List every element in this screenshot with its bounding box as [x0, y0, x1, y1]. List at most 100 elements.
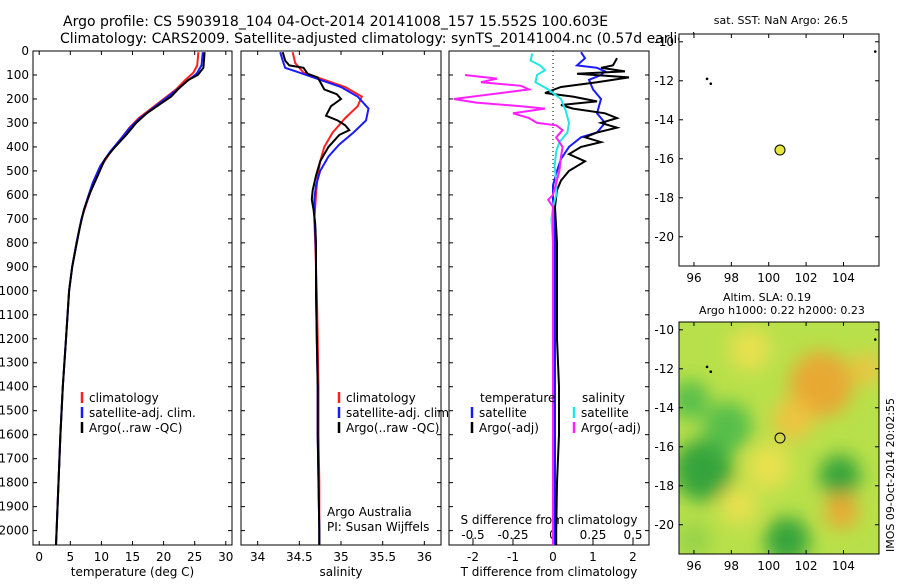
x-axis-label: salinity: [319, 565, 362, 579]
series-line-argo: [281, 51, 351, 545]
y-tick-label: -16: [654, 440, 674, 454]
x-tick-label: 30: [218, 550, 233, 564]
x-tick-label: 35: [333, 550, 348, 564]
x-tick-label: 102: [795, 559, 818, 573]
y-tick-label: -18: [654, 479, 674, 493]
x2-tick-label: -0.5: [461, 528, 484, 542]
legend-label: Argo(-adj): [479, 421, 539, 435]
series-line-argo: [55, 52, 206, 546]
series-line-sal_argo: [453, 74, 565, 545]
y-tick-label: 700: [6, 212, 29, 226]
island-dot: [705, 365, 709, 369]
plot-frame: [448, 50, 650, 546]
heatmap-cell: [819, 454, 861, 498]
heatmap-field: [679, 322, 879, 554]
legend-label: satellite: [479, 406, 527, 420]
legend-label: Argo(..raw -QC): [89, 421, 182, 435]
heatmap-cell: [679, 522, 711, 554]
side-label: IMOS 09-Oct-2014 20:02:55: [884, 398, 897, 552]
series-line-argo: [544, 57, 630, 545]
y-tick-label: 1700: [0, 452, 29, 466]
legend-label: satellite-adj. clim.: [346, 406, 453, 420]
annotation-institution: Argo Australia: [327, 505, 412, 519]
y-tick-label: 2000: [0, 524, 29, 538]
map-title: sat. SST: NaN Argo: 26.5: [714, 14, 848, 27]
x-tick-label: 0: [35, 550, 43, 564]
x2-tick-label: 0.25: [580, 528, 607, 542]
y-tick-label: -10: [654, 323, 674, 337]
x-tick-label: 35.5: [369, 550, 396, 564]
y-tick-label: -12: [654, 74, 674, 88]
x2-axis-label: S difference from climatology: [461, 513, 638, 527]
plot-frame: [32, 50, 233, 546]
x-tick-label: 5: [66, 550, 74, 564]
legend-title-salinity: salinity: [582, 391, 625, 405]
x-tick-label: 10: [94, 550, 109, 564]
y-tick-label: 300: [6, 116, 29, 130]
y-tick-label: 400: [6, 140, 29, 154]
plot-frame: [240, 50, 442, 546]
x-tick-label: -1: [507, 550, 519, 564]
sla-map: 96 98 100 102 104 -10 -12 -14 -16 -18 -20 Altim. SL…: [654, 291, 880, 573]
x-tick-label: 98: [724, 559, 739, 573]
x-tick-label: 2: [629, 550, 637, 564]
x-tick-label: 25: [187, 550, 202, 564]
y-tick-label: 1800: [0, 476, 29, 490]
argo-position-marker: [774, 144, 786, 156]
x-tick-label: 36: [417, 550, 432, 564]
heatmap-cell: [824, 493, 859, 529]
y-tick-label: -12: [654, 362, 674, 376]
island-dot: [709, 370, 713, 374]
map-title-line1: Altim. SLA: 0.19: [723, 291, 811, 304]
y-tick-label: 500: [6, 164, 29, 178]
heatmap-cell: [850, 353, 879, 385]
x2-tick-label: -0.25: [497, 528, 528, 542]
annotation-pi: PI: Susan Wijffels: [327, 520, 429, 534]
island-dot: [873, 50, 877, 53]
x-tick-label: 34: [250, 550, 265, 564]
island-dot: [705, 77, 709, 81]
y-tick-label: 1400: [0, 380, 29, 394]
figure-title-line1: Argo profile: CS 5903918_104 04-Oct-2014…: [63, 14, 608, 30]
y-tick-label: 600: [6, 188, 29, 202]
island-dot: [709, 82, 713, 86]
legend-label: Argo(-adj): [581, 421, 641, 435]
heatmap-blobs: [679, 327, 879, 554]
temperature-profile-chart: 0 5 10 15 20 25 300100200300400500600700800900…: [0, 44, 233, 579]
x-axis-label: temperature (deg C): [71, 565, 194, 579]
y-tick-label: 1200: [0, 332, 29, 346]
y-tick-label: -18: [654, 191, 674, 205]
heatmap-cell: [679, 380, 709, 420]
y-tick-label: -20: [654, 230, 674, 244]
heatmap-cell: [772, 398, 814, 441]
y-tick-label: 200: [6, 92, 29, 106]
x-tick-label: 0: [549, 550, 557, 564]
x-tick-label: -2: [467, 550, 479, 564]
legend-label: satellite-adj. clim.: [89, 406, 196, 420]
heatmap-cell: [746, 442, 792, 490]
x-tick-label: 102: [795, 271, 818, 285]
x-tick-label: 1: [589, 550, 597, 564]
heatmap-cell: [703, 401, 752, 453]
x-tick-label: 15: [125, 550, 140, 564]
y-tick-label: -14: [654, 401, 674, 415]
y-tick-label: -16: [654, 152, 674, 166]
island-dot: [873, 338, 877, 341]
x-tick-label: 96: [686, 271, 701, 285]
y-tick-label: 1500: [0, 404, 29, 418]
legend-label: climatology: [346, 391, 416, 405]
x-tick-label: 104: [832, 271, 855, 285]
map-title-line2: Argo h1000: 0.22 h2000: 0.23: [699, 304, 865, 317]
x-tick-label: 98: [724, 271, 739, 285]
map-frame: [678, 321, 880, 555]
y-tick-label: 1900: [0, 500, 29, 514]
x-tick-label: 104: [832, 559, 855, 573]
heatmap-cell: [720, 485, 758, 525]
y-tick-label: 1300: [0, 356, 29, 370]
heatmap-cell: [789, 351, 853, 418]
y-tick-label: 100: [6, 68, 29, 82]
y-tick-label: 800: [6, 236, 29, 250]
y-tick-label: 0: [21, 44, 29, 58]
